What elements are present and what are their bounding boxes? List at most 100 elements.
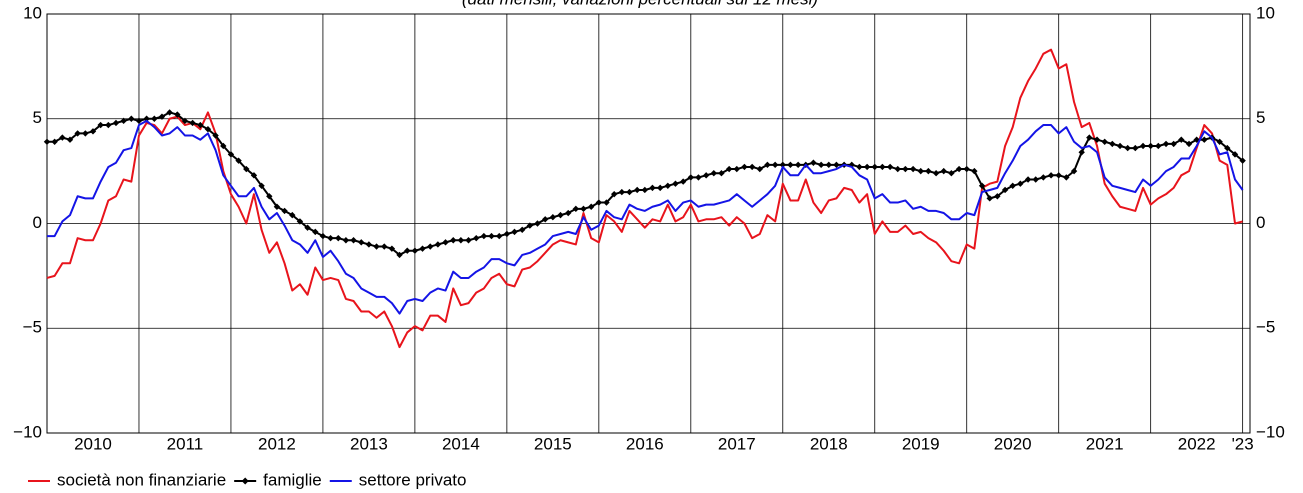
point-marker — [181, 117, 189, 125]
point-marker — [373, 243, 380, 250]
point-marker — [327, 234, 334, 242]
point-marker — [756, 165, 763, 173]
point-marker — [649, 184, 656, 192]
chart-subtitle: (dati mensili; variazioni percentuali su… — [462, 0, 818, 8]
point-marker — [204, 126, 212, 133]
point-marker — [549, 214, 557, 221]
x-tick-label: 2011 — [167, 434, 204, 453]
point-marker — [871, 163, 878, 171]
point-marker — [296, 218, 304, 225]
point-marker — [526, 222, 534, 229]
series-line — [47, 119, 1244, 315]
y2-tick-label: 0 — [1256, 213, 1265, 232]
point-marker — [825, 161, 832, 169]
point-marker — [1040, 174, 1047, 181]
point-marker — [381, 243, 388, 250]
point-marker — [143, 115, 150, 122]
point-marker — [1109, 140, 1116, 148]
y-tick-label: −10 — [13, 422, 42, 441]
point-marker — [603, 199, 610, 206]
point-marker — [948, 170, 955, 177]
x-tick-label: 2022 — [1178, 434, 1216, 453]
point-marker — [304, 224, 311, 231]
point-marker — [986, 195, 993, 202]
point-marker — [365, 241, 373, 248]
point-marker — [1093, 136, 1101, 143]
point-marker — [664, 182, 672, 189]
point-marker — [1139, 142, 1147, 150]
point-marker — [1001, 186, 1009, 194]
point-marker — [779, 161, 786, 169]
y-tick-label: 5 — [33, 108, 42, 127]
point-marker — [1178, 136, 1185, 143]
point-marker — [404, 247, 411, 254]
x-tick-label: 2010 — [74, 434, 112, 453]
x-tick-label: 2014 — [442, 434, 480, 453]
point-marker — [120, 117, 127, 125]
point-marker — [1185, 140, 1193, 148]
point-marker — [1101, 138, 1108, 145]
point-marker — [112, 119, 120, 127]
x-tick-label: 2017 — [718, 434, 756, 453]
point-marker — [319, 232, 327, 240]
point-marker — [105, 121, 112, 129]
point-marker — [465, 237, 472, 244]
point-marker — [473, 234, 480, 242]
point-marker — [588, 203, 595, 210]
point-marker — [1201, 136, 1208, 143]
point-marker — [335, 234, 342, 242]
point-marker — [97, 121, 104, 129]
point-marker — [197, 121, 204, 129]
point-marker — [810, 159, 817, 166]
point-marker — [794, 161, 802, 169]
point-marker — [672, 180, 679, 187]
point-marker — [679, 178, 687, 185]
legend-marker — [241, 477, 249, 485]
point-marker — [488, 232, 495, 240]
point-marker — [771, 161, 779, 169]
point-marker — [710, 170, 718, 177]
point-marker — [787, 161, 794, 169]
point-marker — [1132, 144, 1139, 152]
point-marker — [1009, 182, 1016, 189]
plot-frame — [46, 13, 1251, 434]
point-marker — [1078, 149, 1085, 156]
point-marker — [909, 165, 917, 173]
y2-tick-label: −5 — [1256, 318, 1275, 337]
point-marker — [856, 163, 863, 171]
point-marker — [1147, 142, 1154, 150]
point-marker — [457, 237, 465, 244]
point-marker — [741, 163, 748, 171]
point-marker — [419, 245, 426, 252]
point-marker — [43, 138, 51, 145]
x-tick-label: 2012 — [258, 434, 296, 453]
point-marker — [396, 251, 403, 259]
point-marker — [626, 188, 633, 196]
point-marker — [358, 239, 365, 246]
point-marker — [128, 115, 135, 122]
point-marker — [427, 243, 434, 250]
point-marker — [59, 134, 66, 141]
point-marker — [633, 186, 641, 194]
point-marker — [595, 199, 603, 206]
point-marker — [572, 205, 580, 213]
point-marker — [1032, 176, 1039, 183]
point-marker — [411, 247, 419, 254]
point-marker — [496, 232, 503, 240]
x-tick-label: '23 — [1232, 434, 1254, 453]
point-marker — [434, 241, 442, 248]
point-marker — [733, 165, 740, 173]
point-marker — [963, 165, 970, 173]
point-marker — [1116, 142, 1124, 150]
point-marker — [442, 239, 449, 246]
point-marker — [388, 245, 396, 252]
point-marker — [189, 119, 196, 127]
point-marker — [1055, 172, 1062, 179]
point-marker — [971, 167, 978, 175]
point-marker — [833, 161, 840, 169]
point-marker — [312, 228, 319, 236]
point-marker — [220, 142, 227, 150]
point-marker — [1017, 180, 1024, 187]
point-marker — [940, 167, 947, 175]
point-marker — [174, 111, 181, 118]
